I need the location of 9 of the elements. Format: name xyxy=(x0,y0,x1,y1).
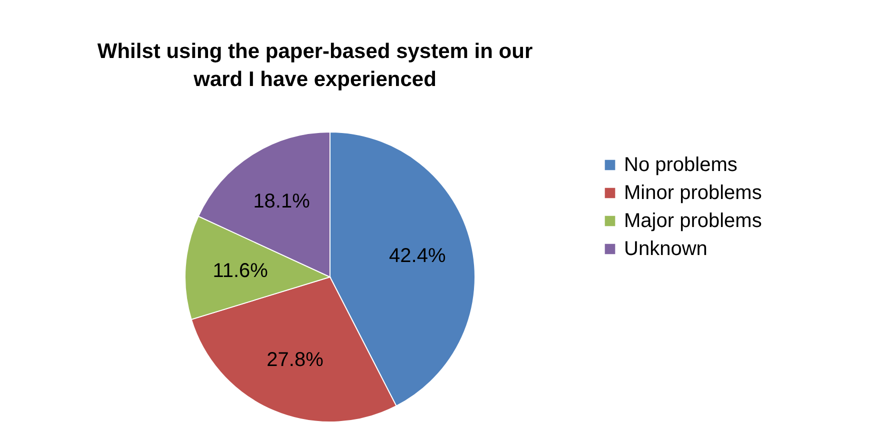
data-label: 11.6% xyxy=(212,260,268,282)
data-label: 18.1% xyxy=(253,190,310,212)
legend-label: Unknown xyxy=(624,238,708,260)
legend-label: Minor problems xyxy=(624,182,762,204)
chart-title: Whilst using the paper-based system in our ward I have experienced xyxy=(97,40,533,91)
data-label: 42.4% xyxy=(389,244,446,267)
legend-label: Major problems xyxy=(624,210,762,232)
legend-label: No problems xyxy=(624,154,738,176)
data-label: 27.8% xyxy=(266,348,324,371)
